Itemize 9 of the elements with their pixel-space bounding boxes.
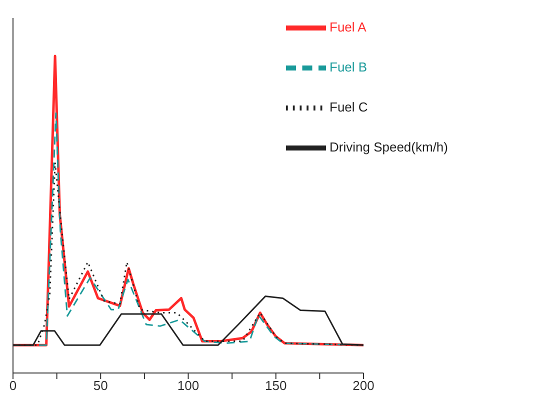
legend-label: Fuel A [330,19,366,34]
x-tick-label: 0 [9,378,17,394]
legend-label: Fuel C [330,99,368,114]
x-tick-label: 100 [177,378,200,394]
x-tick-label: 200 [352,378,374,394]
legend-label: Fuel B [330,59,368,74]
legend-label: Driving Speed(km/h) [330,139,448,154]
x-tick-label: 50 [93,378,108,394]
x-tick-label: 150 [265,378,287,394]
